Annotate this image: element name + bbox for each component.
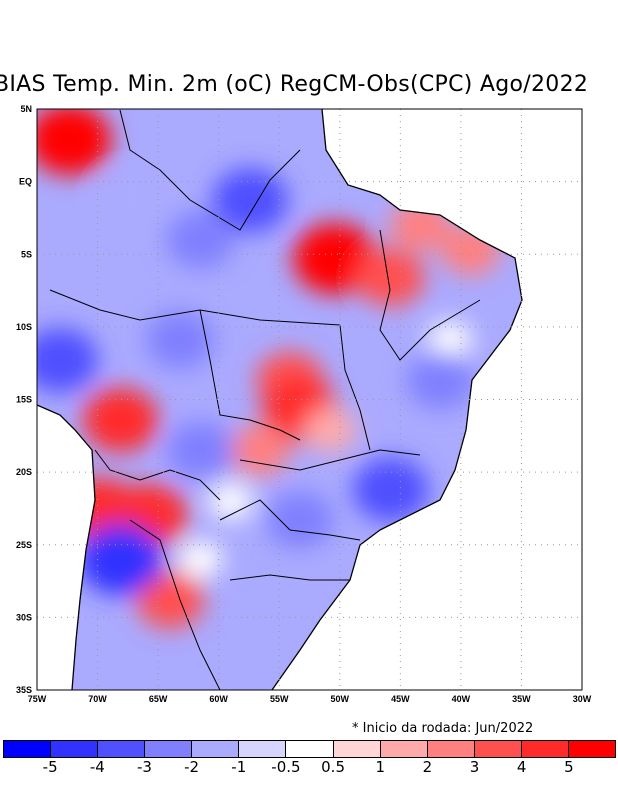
plot-frame [36, 108, 583, 691]
colorbar-swatch [239, 741, 287, 757]
x-tick-label: 70W [88, 694, 107, 704]
colorbar-swatch [427, 741, 475, 757]
cold-bias-area [145, 311, 214, 369]
cold-bias-area [100, 175, 161, 227]
cold-bias-area [166, 421, 235, 480]
colorbar-swatch [4, 741, 52, 757]
axis-ticks: 75W 70W 65W 60W 55W 50W 45W 40W 35W 30W 5N EQ 5S 10S 1… [16, 104, 592, 704]
x-tick-label: 75W [28, 694, 47, 704]
x-tick-label: 50W [331, 694, 350, 704]
colorbar-label: 0.5 [321, 758, 345, 776]
bias-map: 75W 70W 65W 60W 55W 50W 45W 40W 35W 30W 5N EQ 5S 10S 1… [16, 104, 592, 704]
x-tick-label: 65W [149, 694, 168, 704]
y-tick-label: 35S [16, 685, 32, 695]
colorbar [3, 740, 616, 758]
colorbar-label: -3 [136, 758, 152, 776]
y-tick-label: 5S [21, 249, 32, 259]
border-line [49, 289, 341, 326]
y-tick-label: 25S [16, 540, 32, 550]
colorbar-label: -2 [184, 758, 200, 776]
x-tick-label: 30W [573, 694, 592, 704]
warm-bias-area [389, 199, 450, 251]
colorbar-swatch [192, 741, 240, 757]
border-line [229, 574, 350, 581]
border-line [129, 519, 221, 691]
y-tick-label: 30S [16, 612, 32, 622]
colorbar-swatch [474, 741, 522, 757]
y-tick-label: 15S [16, 395, 32, 405]
y-tick-label: 10S [16, 322, 32, 332]
x-tick-label: 40W [452, 694, 471, 704]
colorbar-label: 1 [375, 758, 385, 776]
cold-bias-area [78, 523, 163, 595]
cold-bias-area [250, 594, 311, 646]
warm-bias-area [37, 109, 112, 176]
colorbar-swatch [333, 741, 381, 757]
border-line [339, 324, 371, 451]
colorbar-label: -1 [231, 758, 247, 776]
bias-field [37, 109, 501, 646]
warm-bias-area [440, 224, 501, 276]
colorbar-swatch [51, 741, 99, 757]
neutral-bias-area [178, 540, 223, 578]
cold-bias-area [265, 491, 334, 549]
colorbar-label: 3 [469, 758, 480, 776]
cold-bias-area [352, 457, 429, 522]
colorbar-swatch [521, 741, 569, 757]
warm-bias-area [82, 387, 159, 453]
colorbar-swatch [286, 741, 334, 757]
grid-lines [37, 109, 582, 690]
x-tick-label: 35W [512, 694, 531, 704]
colorbar-label: -5 [42, 758, 58, 776]
y-tick-label: 20S [16, 467, 32, 477]
border-line [119, 109, 301, 231]
cold-bias-area [37, 327, 99, 393]
border-line [379, 229, 481, 361]
colorbar-swatch [568, 741, 616, 757]
warm-bias-area [304, 407, 357, 453]
border-line [94, 449, 221, 501]
colorbar-label: 4 [516, 758, 527, 776]
warm-bias-area [229, 424, 290, 476]
warm-bias-area [356, 248, 425, 307]
colorbar-label: 5 [564, 758, 574, 776]
colorbar-swatch [98, 741, 146, 757]
border-line [239, 449, 421, 471]
x-tick-label: 55W [270, 694, 289, 704]
cold-bias-area [212, 168, 289, 233]
y-tick-label: 5N [20, 104, 32, 114]
colorbar-label: -4 [89, 758, 105, 776]
political-borders [49, 109, 481, 691]
warm-bias-area [292, 222, 377, 295]
y-tick-label: EQ [19, 177, 32, 187]
x-tick-label: 45W [391, 694, 410, 704]
warm-bias-area [136, 571, 205, 629]
run-start-note: * Inicio da rodada: Jun/2022 [352, 721, 534, 736]
neutral-bias-area [208, 482, 253, 520]
colorbar-label: -0.5 [271, 758, 301, 776]
border-line [199, 309, 301, 441]
colorbar-swatch [145, 741, 193, 757]
cold-bias-area [406, 351, 475, 410]
map-title: BIAS Temp. Min. 2m (oC) RegCM-Obs(CPC) A… [0, 72, 589, 97]
border-line [219, 499, 361, 541]
colorbar-swatch [380, 741, 428, 757]
cold-bias-area [166, 210, 235, 269]
colorbar-label: 2 [422, 758, 433, 776]
x-tick-label: 60W [209, 694, 228, 704]
coastline [36, 108, 523, 691]
